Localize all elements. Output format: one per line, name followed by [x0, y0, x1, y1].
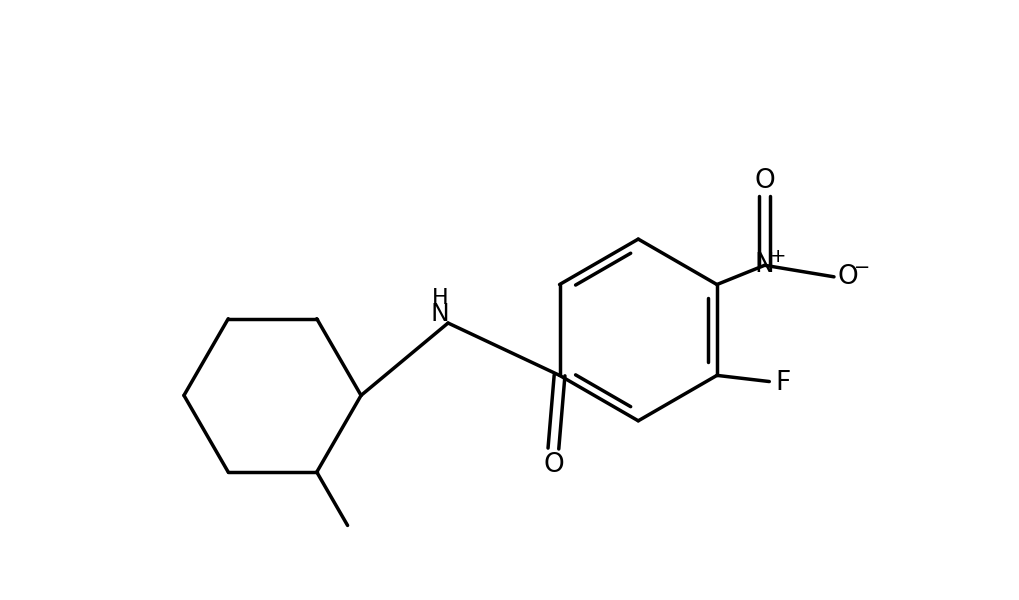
Text: O: O: [754, 167, 774, 194]
Text: O: O: [542, 452, 564, 478]
Text: F: F: [774, 370, 790, 396]
Text: H: H: [432, 289, 448, 308]
Text: N: N: [754, 252, 773, 278]
Text: −: −: [853, 258, 869, 277]
Text: N: N: [431, 302, 449, 326]
Text: O: O: [837, 264, 857, 290]
Text: +: +: [769, 247, 786, 266]
